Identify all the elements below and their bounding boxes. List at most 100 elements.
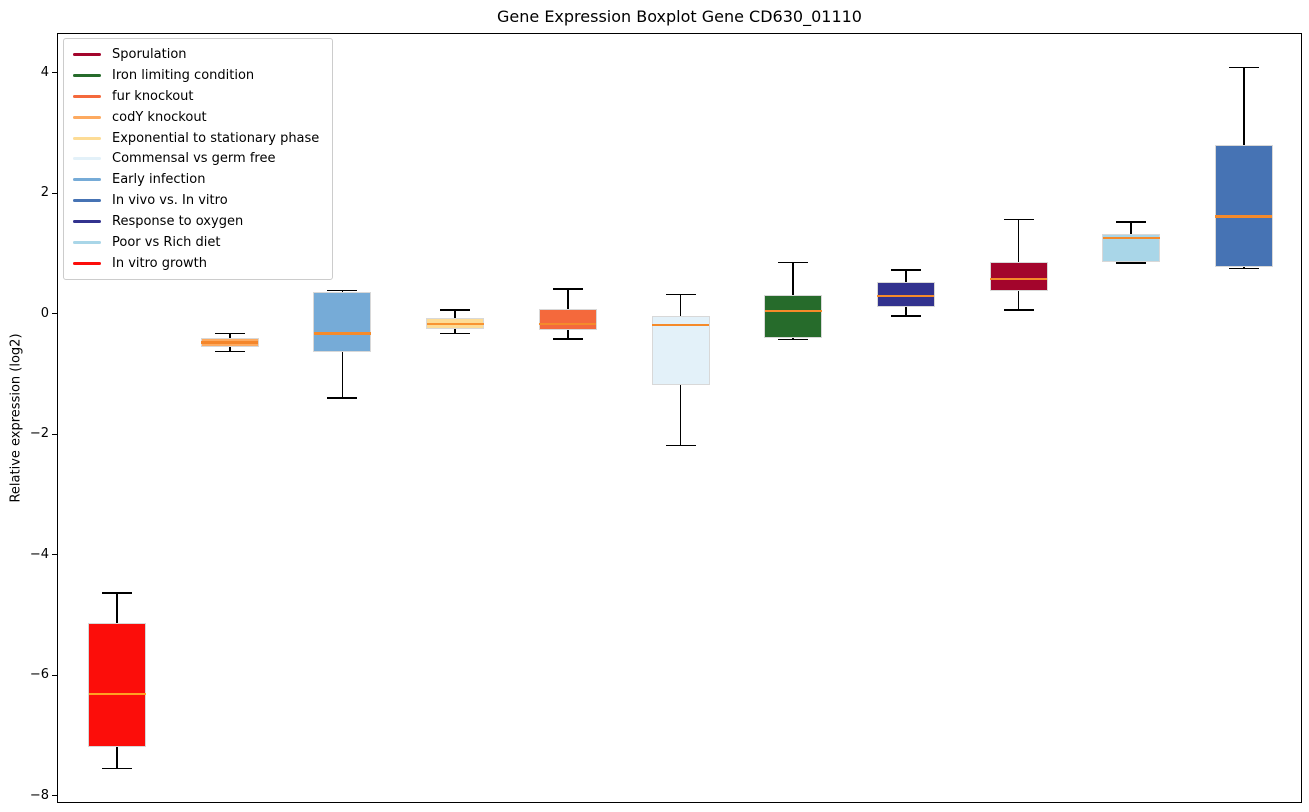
legend-swatch-line bbox=[73, 52, 101, 56]
whisker-upper bbox=[1017, 219, 1020, 262]
whisker-lower bbox=[567, 330, 569, 339]
y-tick-mark bbox=[52, 72, 57, 74]
whisker-upper bbox=[905, 270, 907, 282]
cap-upper bbox=[1003, 218, 1034, 221]
chart-title: Gene Expression Boxplot Gene CD630_01110 bbox=[497, 7, 862, 26]
y-tick-label: 4 bbox=[40, 64, 49, 80]
median-line bbox=[764, 310, 822, 313]
y-tick-label: −6 bbox=[29, 667, 49, 683]
y-tick-label: −4 bbox=[29, 546, 49, 562]
cap-lower bbox=[890, 315, 921, 317]
cap-upper bbox=[778, 261, 809, 264]
legend-swatch-line bbox=[73, 240, 101, 244]
y-tick-label: 0 bbox=[40, 305, 49, 321]
legend-item-in-vitro-growth: In vitro growth bbox=[73, 253, 323, 274]
cap-lower bbox=[440, 332, 471, 335]
box bbox=[764, 295, 823, 339]
box bbox=[313, 291, 372, 353]
legend-item-label: Sporulation bbox=[112, 46, 187, 62]
whisker-upper bbox=[229, 333, 231, 338]
legend-swatch-line bbox=[73, 136, 101, 140]
cap-lower bbox=[327, 397, 358, 399]
y-tick-mark bbox=[52, 313, 57, 315]
legend-item-in-vivo-vs-in-vitro: In vivo vs. In vitro bbox=[73, 190, 323, 211]
cap-upper bbox=[1116, 221, 1147, 223]
cap-upper bbox=[890, 269, 921, 271]
whisker-lower bbox=[341, 352, 344, 398]
cap-upper bbox=[1228, 66, 1259, 69]
legend-item-label: Early infection bbox=[112, 172, 206, 188]
legend: Sporulation Iron limiting condition fur kn… bbox=[63, 38, 334, 280]
cap-lower bbox=[552, 338, 583, 340]
whisker-lower bbox=[454, 329, 456, 334]
box bbox=[989, 261, 1048, 292]
cap-upper bbox=[665, 293, 696, 296]
cap-lower bbox=[1228, 267, 1259, 270]
legend-swatch-line bbox=[73, 220, 101, 224]
cap-lower bbox=[665, 444, 696, 447]
legend-item-commensal-vs-germ-free: Commensal vs germ free bbox=[73, 148, 323, 169]
median-line bbox=[426, 323, 484, 326]
box bbox=[876, 281, 935, 307]
cap-upper bbox=[552, 288, 583, 290]
legend-item-label: Poor vs Rich diet bbox=[112, 234, 221, 250]
cap-upper bbox=[327, 289, 358, 292]
legend-swatch-line bbox=[73, 178, 101, 182]
legend-item-label: In vivo vs. In vitro bbox=[112, 193, 228, 209]
y-axis-label: Relative expression (log2) bbox=[8, 333, 24, 503]
y-tick-mark bbox=[52, 433, 57, 435]
whisker-upper bbox=[792, 262, 794, 296]
whisker-lower bbox=[1017, 291, 1020, 310]
y-tick-mark bbox=[52, 674, 57, 676]
whisker-lower bbox=[116, 747, 118, 769]
cap-lower bbox=[1003, 309, 1034, 311]
cap-lower bbox=[778, 338, 809, 341]
whisker-upper bbox=[679, 294, 682, 316]
median-line bbox=[877, 294, 935, 298]
y-tick-label: 2 bbox=[40, 185, 49, 201]
median-line bbox=[1102, 237, 1160, 240]
cap-lower bbox=[102, 767, 133, 770]
median-line bbox=[313, 332, 371, 335]
legend-item-response-to-oxygen: Response to oxygen bbox=[73, 211, 323, 232]
legend-item-iron-limiting-condition: Iron limiting condition bbox=[73, 65, 323, 86]
cap-upper bbox=[214, 332, 245, 335]
legend-swatch-line bbox=[73, 94, 101, 98]
legend-item-label: fur knockout bbox=[112, 88, 194, 104]
y-tick-label: −8 bbox=[29, 787, 49, 803]
legend-item-label: Commensal vs germ free bbox=[112, 151, 276, 167]
cap-lower bbox=[1116, 262, 1147, 264]
legend-item-label: Iron limiting condition bbox=[112, 67, 255, 83]
y-tick-mark bbox=[52, 554, 57, 556]
legend-swatch-line bbox=[73, 199, 101, 203]
legend-item-label: codY knockout bbox=[112, 109, 207, 125]
legend-swatch-line bbox=[73, 157, 101, 161]
legend-item-early-infection: Early infection bbox=[73, 169, 323, 190]
legend-swatch-line bbox=[73, 115, 101, 119]
cap-lower bbox=[214, 350, 245, 353]
median-line bbox=[539, 323, 597, 326]
median-line bbox=[990, 277, 1047, 280]
whisker-upper bbox=[116, 593, 118, 623]
box bbox=[1214, 144, 1273, 268]
median-line bbox=[1215, 215, 1273, 218]
legend-item-label: Response to oxygen bbox=[112, 214, 244, 230]
box bbox=[538, 309, 597, 331]
median-line bbox=[652, 323, 709, 327]
plot-inner bbox=[58, 34, 1301, 802]
y-tick-label: −2 bbox=[29, 426, 49, 442]
legend-swatch-line bbox=[73, 261, 101, 265]
legend-item-label: Exponential to stationary phase bbox=[112, 130, 320, 146]
legend-item-exponential-to-stationary-phase: Exponential to stationary phase bbox=[73, 128, 323, 149]
whisker-upper bbox=[1243, 67, 1245, 145]
legend-item-sporulation: Sporulation bbox=[73, 44, 323, 65]
whisker-lower bbox=[229, 347, 231, 352]
whisker-lower bbox=[905, 306, 907, 316]
legend-item-label: In vitro growth bbox=[112, 255, 207, 271]
box bbox=[88, 622, 147, 748]
legend-item-poor-vs-rich-diet: Poor vs Rich diet bbox=[73, 232, 323, 253]
whisker-upper bbox=[454, 309, 456, 318]
median-line bbox=[88, 692, 146, 695]
whisker-upper bbox=[567, 288, 569, 310]
